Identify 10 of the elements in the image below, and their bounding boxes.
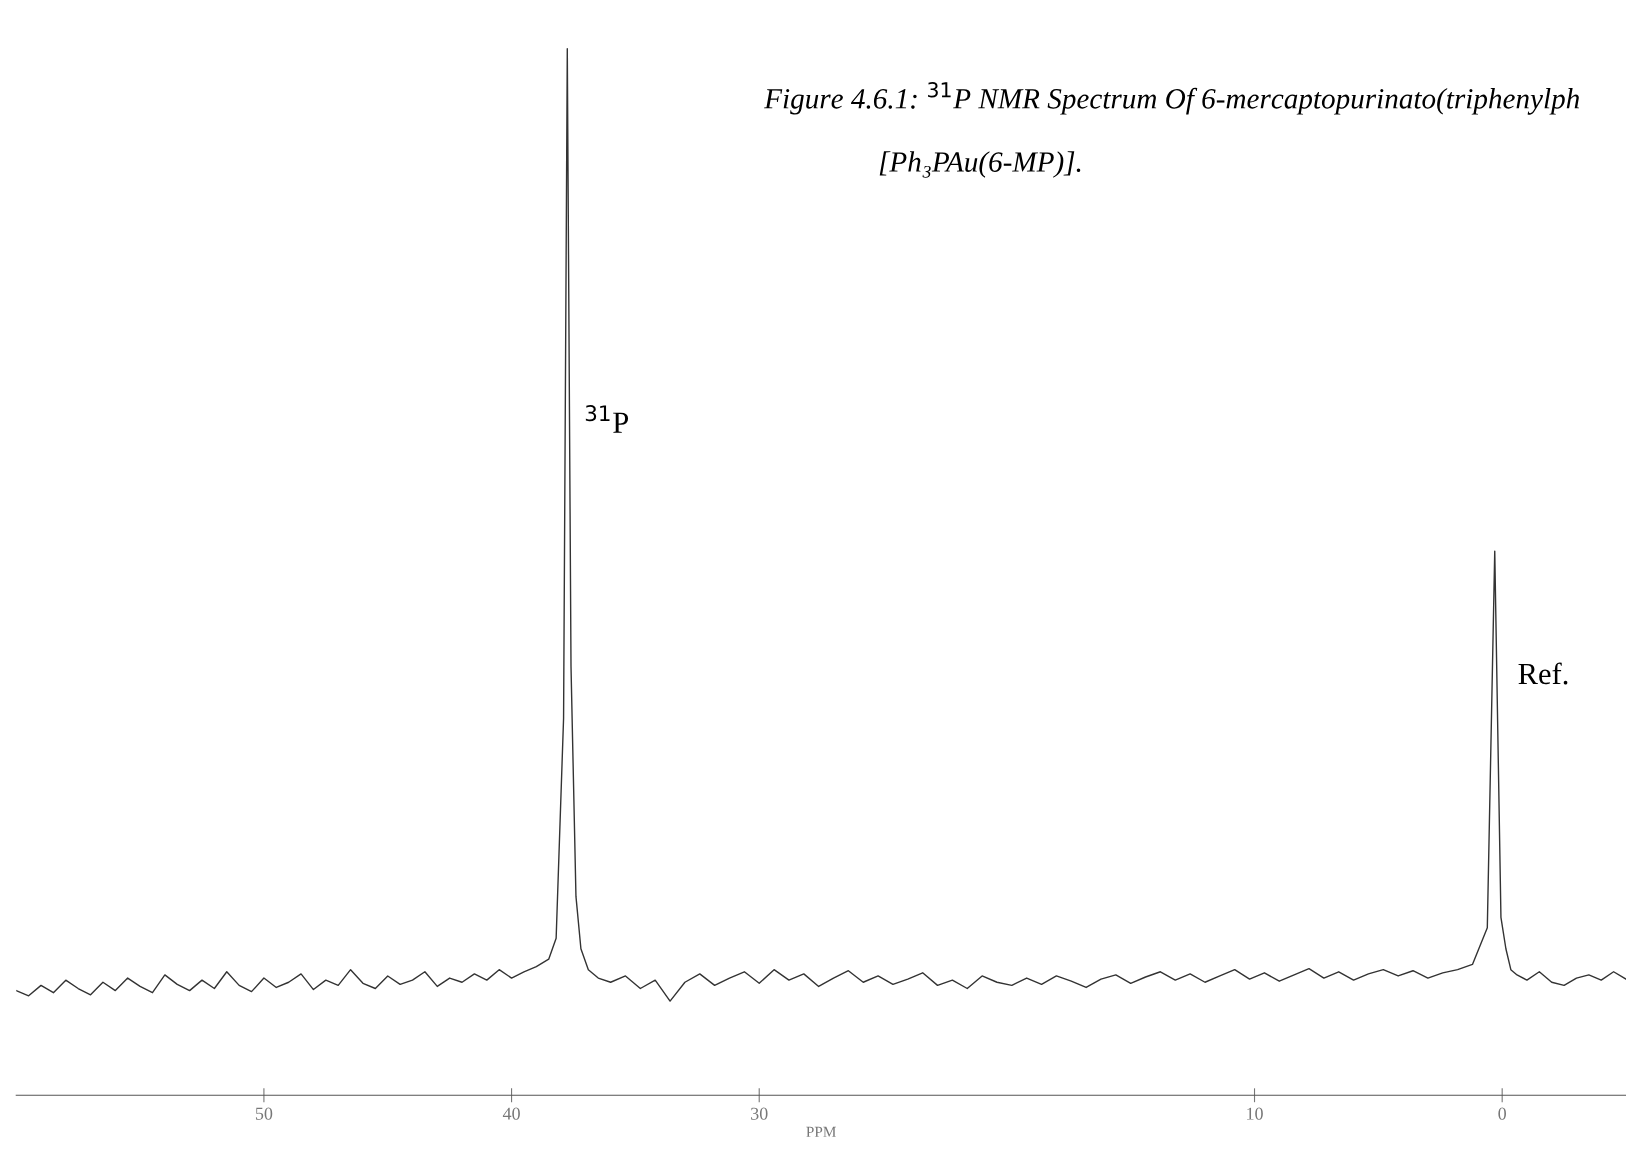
- text: [Ph₃PAu(6-MP)].: [879, 151, 1081, 178]
- annotation: $^{31}$P: [585, 405, 629, 433]
- x-tick-label: 50: [255, 1107, 273, 1120]
- x-tick-label: 0: [1498, 1107, 1506, 1120]
- text: Figure 4.6.1: $^{31}$P NMR Spectrum Of 6-mercaptopurinato(triphenylph: [764, 82, 1580, 115]
- x-tick-label: 10: [1247, 1107, 1263, 1120]
- x-axis-title: PPM: [806, 1126, 836, 1137]
- annotation: Ref.: [1518, 662, 1568, 685]
- x-tick-label: 30: [751, 1107, 768, 1120]
- x-tick-label: 40: [502, 1107, 520, 1120]
